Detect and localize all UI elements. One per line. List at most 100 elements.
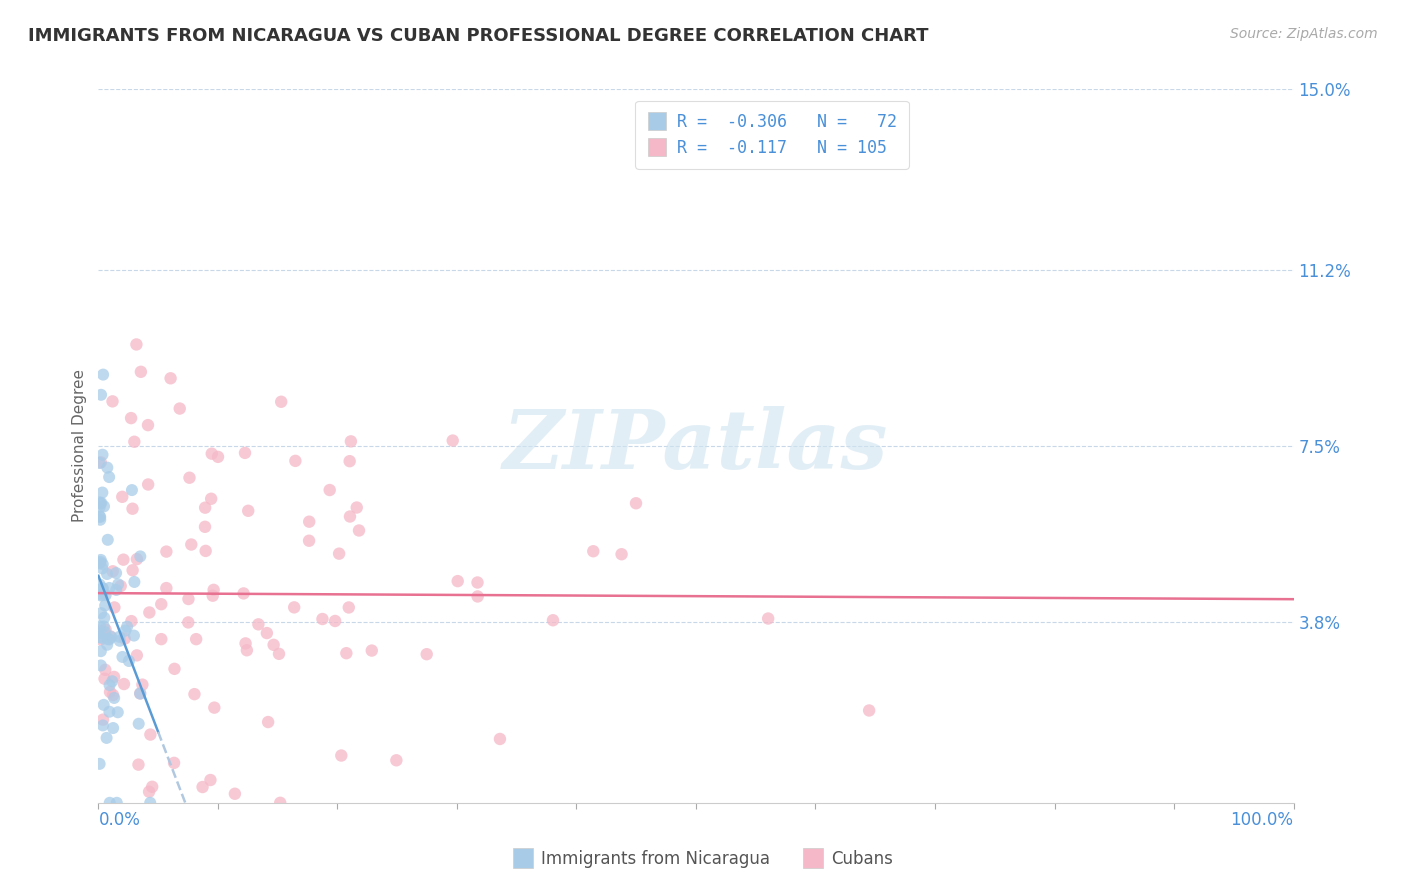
Point <box>98 705 121 719</box>
Point <box>194 520 217 534</box>
Point <box>125 337 148 351</box>
Point <box>269 796 291 810</box>
Text: 0.0%: 0.0% <box>98 812 141 830</box>
Point <box>323 614 346 628</box>
Point <box>124 574 146 589</box>
Point <box>110 579 132 593</box>
Point <box>90 606 112 620</box>
Text: Source: ZipAtlas.com: Source: ZipAtlas.com <box>1230 27 1378 41</box>
Point <box>129 365 152 379</box>
Point <box>89 509 111 524</box>
Point <box>89 513 111 527</box>
Point <box>121 563 143 577</box>
Point <box>101 394 124 409</box>
Point <box>96 638 118 652</box>
Point <box>124 434 146 449</box>
Point <box>207 450 229 464</box>
Point <box>202 582 225 597</box>
Point <box>150 597 173 611</box>
Point <box>194 544 217 558</box>
Point <box>90 496 112 510</box>
Y-axis label: Professional Degree: Professional Degree <box>72 369 87 523</box>
Point <box>138 785 160 799</box>
Point <box>91 368 114 382</box>
Point <box>91 485 114 500</box>
Point <box>90 632 112 647</box>
Point <box>141 780 163 794</box>
Point <box>163 662 186 676</box>
Point <box>385 753 408 767</box>
Point <box>284 454 307 468</box>
Point <box>111 490 134 504</box>
Point <box>121 483 143 497</box>
Point <box>155 544 177 558</box>
Point <box>90 455 112 469</box>
Point <box>129 687 152 701</box>
Text: ZIPatlas: ZIPatlas <box>503 406 889 486</box>
Point <box>98 632 121 647</box>
Text: 100.0%: 100.0% <box>1230 812 1294 830</box>
Point <box>89 495 111 509</box>
Point <box>98 685 121 699</box>
Point <box>177 592 200 607</box>
Point <box>283 600 305 615</box>
Point <box>98 581 121 595</box>
Point <box>108 633 131 648</box>
Point <box>346 500 368 515</box>
Point <box>90 624 112 639</box>
Point <box>311 612 333 626</box>
Point <box>90 631 112 645</box>
Point <box>101 564 124 578</box>
Point <box>97 533 120 547</box>
Point <box>91 718 114 732</box>
Point <box>96 566 118 581</box>
Point <box>90 589 112 603</box>
Legend: Immigrants from Nicaragua, Cubans: Immigrants from Nicaragua, Cubans <box>506 844 900 875</box>
Point <box>159 371 181 385</box>
Point <box>120 411 142 425</box>
Point <box>139 796 162 810</box>
Point <box>89 626 111 640</box>
Point <box>125 552 148 566</box>
Point <box>267 647 290 661</box>
Point <box>101 721 124 735</box>
Point <box>224 787 246 801</box>
Point <box>200 491 222 506</box>
Point <box>247 617 270 632</box>
Point <box>180 537 202 551</box>
Point <box>202 700 225 714</box>
Point <box>150 632 173 647</box>
Point <box>91 558 114 572</box>
Point <box>179 471 201 485</box>
Text: IMMIGRANTS FROM NICARAGUA VS CUBAN PROFESSIONAL DEGREE CORRELATION CHART: IMMIGRANTS FROM NICARAGUA VS CUBAN PROFE… <box>28 27 928 45</box>
Point <box>129 549 152 564</box>
Point <box>447 574 470 588</box>
Point <box>107 577 129 591</box>
Point <box>90 658 112 673</box>
Point <box>139 728 162 742</box>
Point <box>111 649 134 664</box>
Point <box>96 460 118 475</box>
Point <box>91 448 114 462</box>
Point <box>91 561 114 575</box>
Point <box>120 614 142 628</box>
Point <box>467 575 489 590</box>
Point <box>121 501 143 516</box>
Point <box>340 434 363 449</box>
Point <box>91 582 114 596</box>
Point <box>90 644 112 658</box>
Point <box>339 454 361 468</box>
Point <box>131 678 153 692</box>
Point <box>93 500 115 514</box>
Point <box>107 706 129 720</box>
Point <box>91 588 114 602</box>
Point <box>298 515 321 529</box>
Point <box>467 590 489 604</box>
Point <box>105 796 128 810</box>
Point <box>100 630 122 644</box>
Point <box>236 643 259 657</box>
Point <box>129 686 152 700</box>
Point <box>136 418 159 433</box>
Point <box>93 698 115 712</box>
Point <box>169 401 191 416</box>
